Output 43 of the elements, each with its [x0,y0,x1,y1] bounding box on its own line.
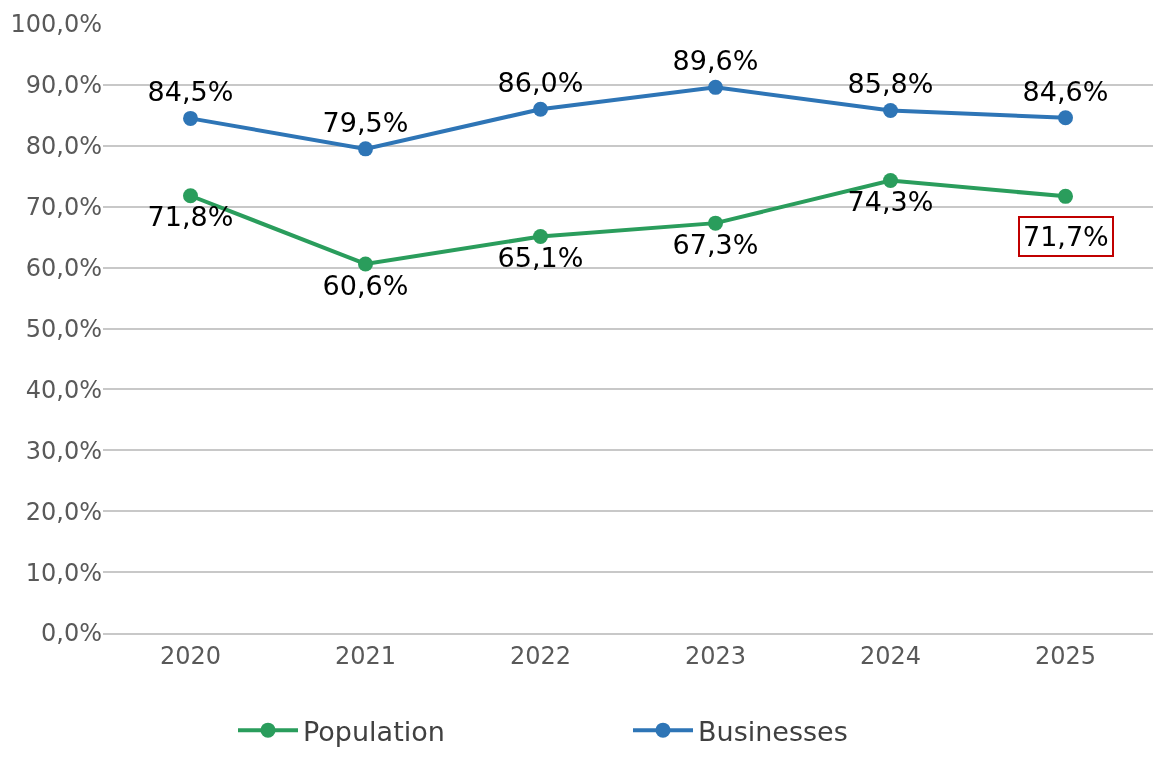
y-tick-label: 80,0% [25,132,102,161]
point [708,79,723,95]
y-tick-label: 50,0% [25,314,102,343]
x-tick-label: 2020 [159,641,222,670]
point [1058,110,1073,126]
x-tick-label: 2025 [1034,641,1097,670]
point [883,173,898,188]
point [358,256,373,272]
data-label: 65,1% [497,242,584,274]
annotation: 71,7% [1023,221,1109,252]
point [708,215,723,231]
legend-label: Businesses [698,715,848,747]
y-tick-label: 0,0% [41,619,102,648]
point [358,141,373,157]
data-label: 89,6% [672,45,759,77]
y-tick-label: 10,0% [25,558,102,587]
data-label: 84,6% [1022,75,1109,107]
data-label: 84,5% [147,76,234,108]
y-tick-label: 60,0% [25,254,102,282]
y-tick-label: 70,0% [25,193,102,222]
data-label: 74,3% [847,186,934,218]
y-tick-label: 20,0% [25,497,102,526]
point [183,188,198,204]
data-label: 71,8% [147,201,234,233]
data-label: 86,0% [497,67,584,99]
y-tick-label: 40,0% [25,375,102,404]
data-label: 60,6% [322,269,409,301]
y-tick-label: 100,0% [10,10,102,39]
point [883,102,898,118]
x-tick-label: 2023 [684,641,747,670]
point [183,110,198,126]
y-tick-label: 90,0% [25,71,102,100]
y-tick-label: 30,0% [25,436,102,465]
x-tick-label: 2021 [334,641,397,670]
x-tick-label: 2024 [859,641,922,670]
data-label: 79,5% [322,106,409,138]
point [1058,188,1073,204]
point [533,101,548,117]
data-label: 67,3% [672,228,759,260]
point [533,229,548,245]
legend-label: Population [303,715,445,747]
x-tick-label: 2022 [509,641,572,670]
data-label: 85,8% [847,68,934,100]
